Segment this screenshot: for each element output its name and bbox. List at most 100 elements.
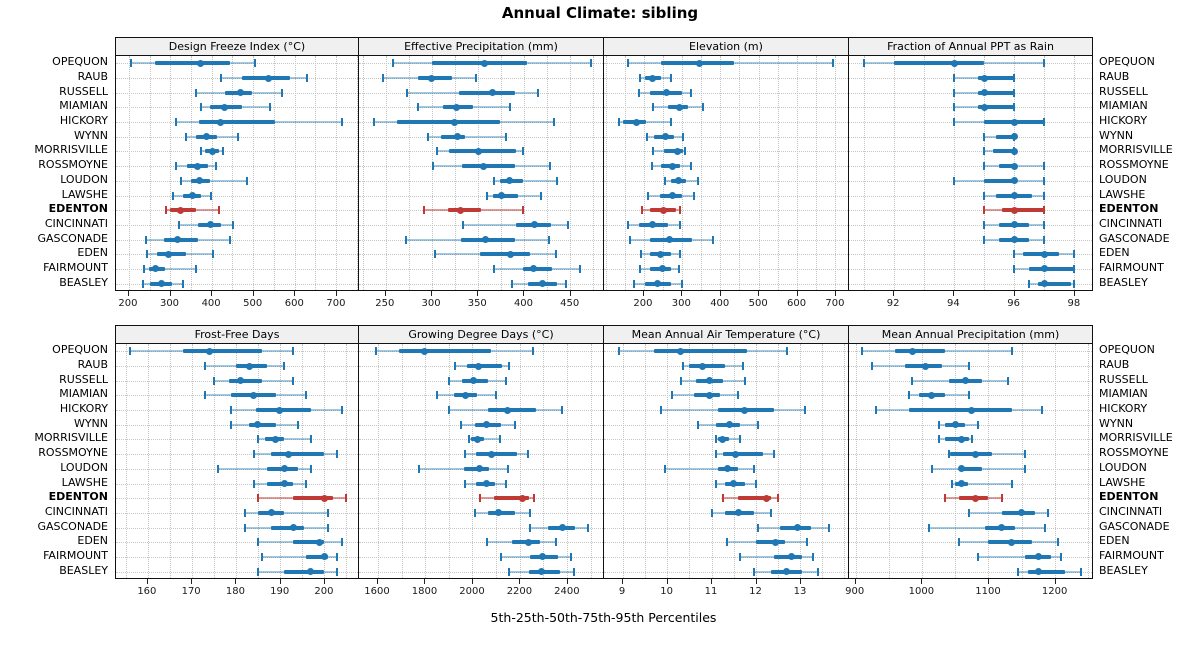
panel-header: Elevation (m) <box>603 37 849 56</box>
whisker-cap <box>1043 176 1045 185</box>
whisker-cap <box>816 567 819 576</box>
vertical-gridline <box>834 56 836 290</box>
row-label-right: BEASLEY <box>1099 275 1148 289</box>
row-gridline <box>849 166 1092 168</box>
median-dot <box>453 103 461 111</box>
vertical-gridline <box>472 344 474 578</box>
row-gridline <box>116 210 358 212</box>
whisker-cap <box>739 435 742 444</box>
vertical-gridline <box>128 56 130 290</box>
panel <box>358 343 604 579</box>
axis-tick-label: 10 <box>660 586 673 597</box>
percentile-box-25-75 <box>1029 266 1074 271</box>
whisker-cap <box>230 420 233 429</box>
row-label-right: FAIRMOUNT <box>1099 548 1164 562</box>
whisker-cap <box>447 406 450 415</box>
median-dot <box>518 494 526 502</box>
median-dot <box>950 59 958 67</box>
panel-header: Fraction of Annual PPT as Rain <box>848 37 1093 56</box>
percentile-box-25-75 <box>689 364 725 369</box>
median-dot <box>158 280 166 288</box>
percentile-box-25-75 <box>479 252 531 257</box>
axis-tick-label: 98 <box>1067 298 1081 309</box>
whisker-cap <box>306 74 309 83</box>
percentile-box-25-75 <box>154 61 230 66</box>
row-gridline <box>849 395 1092 397</box>
whisker-cap <box>953 176 955 185</box>
whisker-cap <box>418 464 421 473</box>
vertical-gridline <box>755 344 757 578</box>
axis-tick-label: 180 <box>225 586 245 597</box>
whisker-cap <box>757 523 760 532</box>
vertical-gridline <box>170 56 172 290</box>
row-label-right: HICKORY <box>1099 114 1148 128</box>
row-gridline <box>849 180 1092 182</box>
whisker-cap <box>983 206 985 215</box>
row-gridline <box>604 195 848 197</box>
median-dot <box>320 494 328 502</box>
whisker-cap <box>983 220 985 229</box>
whisker-cap <box>243 523 246 532</box>
row-gridline <box>604 395 848 397</box>
vertical-gridline <box>191 56 192 290</box>
whisker-cap <box>970 435 973 444</box>
axis-tick <box>294 291 296 296</box>
axis-tick <box>127 291 129 296</box>
panel <box>848 55 1093 291</box>
panel-header: Mean Annual Air Temperature (°C) <box>603 325 849 344</box>
whisker-cap <box>467 435 470 444</box>
whisker-cap <box>199 103 202 112</box>
percentile-box-25-75 <box>894 61 984 66</box>
axis-tick <box>252 291 254 296</box>
whisker-cap <box>983 235 985 244</box>
whisker-cap <box>937 435 940 444</box>
whisker-cap <box>805 538 808 547</box>
median-dot <box>705 391 713 399</box>
row-gridline <box>849 224 1092 226</box>
median-dot <box>1018 509 1026 517</box>
whisker-cap <box>957 538 960 547</box>
row-label-right: MORRISVILLE <box>1099 431 1173 445</box>
whisker-cap <box>874 406 877 415</box>
vertical-gridline <box>758 56 760 290</box>
whisker-cap <box>462 220 465 229</box>
median-dot <box>196 177 204 185</box>
whisker-cap <box>215 162 218 171</box>
whisker-cap <box>637 88 640 97</box>
axis-tick <box>758 291 760 296</box>
axis-tick <box>384 291 386 296</box>
vertical-gridline <box>662 56 664 290</box>
whisker-cap <box>336 552 339 561</box>
whisker-cap <box>715 450 718 459</box>
whisker-cap <box>1043 191 1045 200</box>
whisker-cap <box>670 391 673 400</box>
row-label-left: MIAMIAN <box>59 387 108 401</box>
vertical-gridline <box>346 344 348 578</box>
row-label-right: MORRISVILLE <box>1099 143 1173 157</box>
axis-tick-label: 1600 <box>364 586 390 597</box>
row-label-left: LOUDON <box>60 172 108 186</box>
whisker-cap <box>431 162 434 171</box>
row-gridline <box>604 366 848 368</box>
axis-tick-label: 300 <box>421 298 441 309</box>
axis-tick-label: 900 <box>845 586 865 597</box>
row-label-right: ROSSMOYNE <box>1099 158 1169 172</box>
median-dot <box>783 568 791 576</box>
whisker-cap <box>514 420 517 429</box>
whisker-cap <box>185 132 188 141</box>
whisker-cap <box>702 103 705 112</box>
row-gridline <box>116 195 358 197</box>
whisker-cap <box>268 103 271 112</box>
median-dot <box>194 162 202 170</box>
row-label-right: EDEN <box>1099 534 1130 548</box>
axis-tick <box>796 291 798 296</box>
median-dot <box>958 465 966 473</box>
whisker-cap <box>911 376 914 385</box>
vertical-gridline <box>448 344 450 578</box>
whisker-cap <box>677 264 680 273</box>
median-dot <box>267 509 275 517</box>
whisker-cap <box>175 162 178 171</box>
vertical-gridline <box>546 56 548 290</box>
percentile-range-5-95 <box>218 467 311 470</box>
whisker-cap <box>392 59 395 68</box>
